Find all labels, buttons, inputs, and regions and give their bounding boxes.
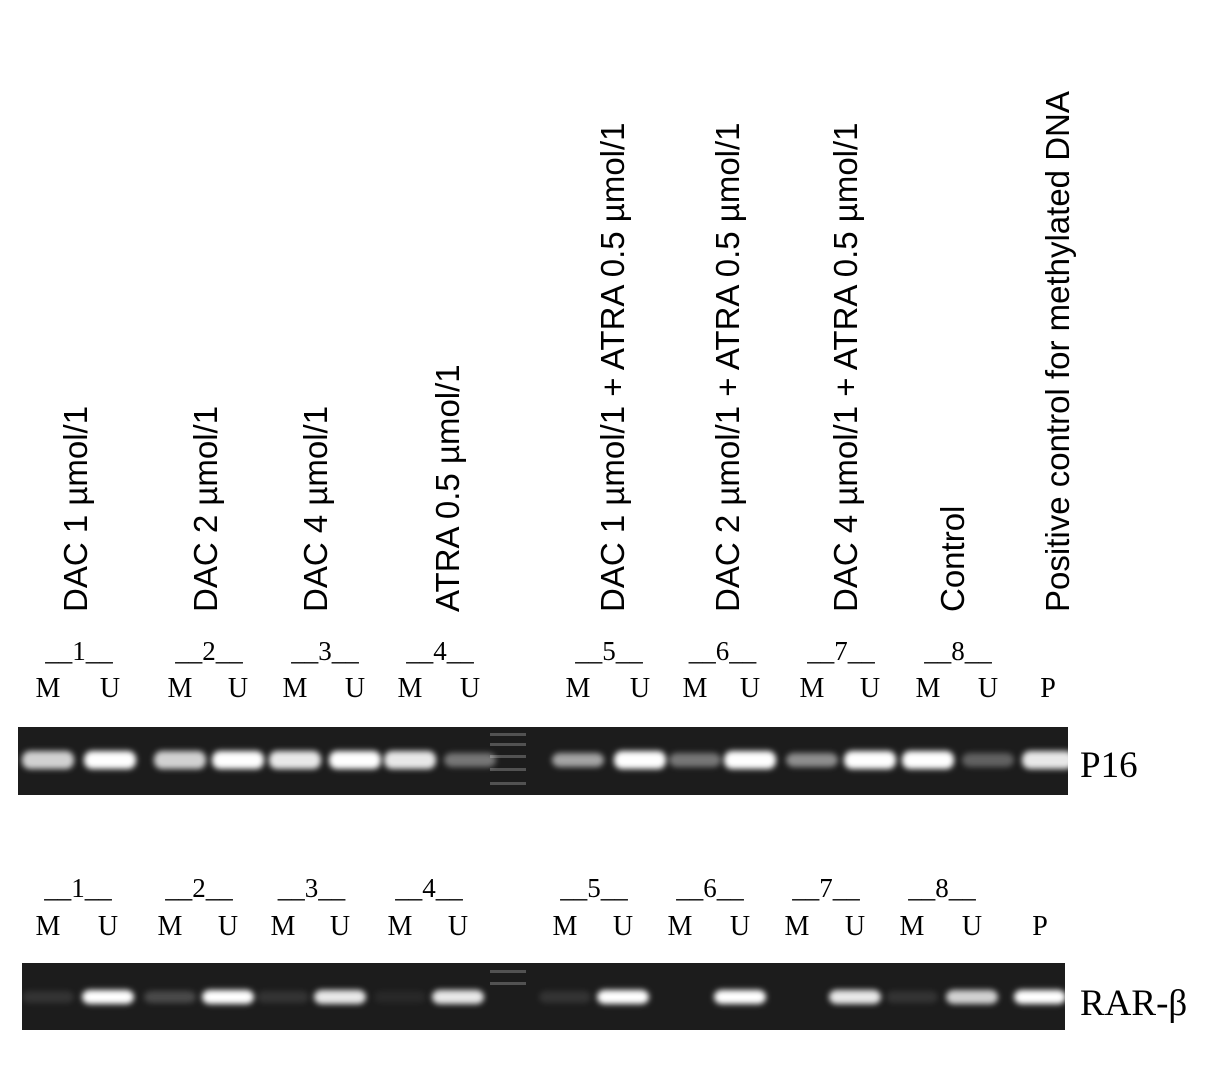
lane-label: U [962, 911, 982, 942]
lane-label: M [683, 673, 708, 704]
group-label: __5__ [574, 636, 643, 666]
lane-label: M [168, 673, 193, 704]
condition-label: DAC 2 µmol/1 [187, 406, 224, 612]
band [22, 991, 74, 1003]
band [786, 753, 838, 767]
lane-label: M [900, 911, 925, 942]
condition-label: DAC 4 µmol/1 [297, 406, 334, 612]
group-label: __5__ [559, 873, 628, 903]
lane-label: U [100, 673, 120, 704]
band [22, 751, 74, 769]
lane-label: U [845, 911, 865, 942]
group-label: __6__ [688, 636, 757, 666]
band [886, 991, 938, 1003]
band [1022, 751, 1074, 769]
lane-label: M [800, 673, 825, 704]
lane-label: M [283, 673, 308, 704]
lane-label: M [916, 673, 941, 704]
lane-label: U [978, 673, 998, 704]
lane-label: U [218, 911, 238, 942]
lane-label: M [553, 911, 578, 942]
band [669, 753, 721, 767]
lane-label: M [36, 911, 61, 942]
condition-label: DAC 2 µmol/1 + ATRA 0.5 µmol/1 [709, 122, 746, 612]
gel-label: RAR-β [1080, 983, 1187, 1024]
condition-label: ATRA 0.5 µmol/1 [429, 364, 466, 612]
group-label: __7__ [791, 873, 860, 903]
lane-label: U [860, 673, 880, 704]
lane-label: U [448, 911, 468, 942]
band [962, 753, 1014, 767]
band [257, 991, 309, 1003]
condition-label: DAC 1 µmol/1 [57, 406, 94, 612]
band [829, 990, 881, 1004]
band [84, 751, 136, 769]
lane-label: U [228, 673, 248, 704]
condition-label: Positive control for methylated DNA [1039, 91, 1076, 612]
group-label: __1__ [44, 636, 113, 666]
lane-label: U [630, 673, 650, 704]
group-label: __4__ [405, 636, 474, 666]
band [314, 990, 366, 1004]
band [384, 751, 436, 769]
condition-label: Control [934, 506, 971, 612]
band [902, 751, 954, 769]
band [714, 990, 766, 1004]
band [597, 990, 649, 1004]
group-label: __6__ [675, 873, 744, 903]
band [202, 990, 254, 1004]
band [374, 991, 426, 1003]
lane-label: U [730, 911, 750, 942]
lane-label: U [740, 673, 760, 704]
lane-label: P [1032, 911, 1048, 942]
group-label: __8__ [923, 636, 992, 666]
group-label: __2__ [174, 636, 243, 666]
group-label: __2__ [164, 873, 233, 903]
group-label: __3__ [290, 636, 359, 666]
group-label: __8__ [907, 873, 976, 903]
band [1014, 990, 1066, 1004]
condition-label: DAC 1 µmol/1 + ATRA 0.5 µmol/1 [594, 122, 631, 612]
condition-label: DAC 4 µmol/1 + ATRA 0.5 µmol/1 [827, 122, 864, 612]
lane-label: P [1040, 673, 1056, 704]
lane-label: U [98, 911, 118, 942]
band [82, 990, 134, 1004]
band [269, 751, 321, 769]
band [144, 991, 196, 1003]
band [552, 753, 604, 767]
band [329, 751, 381, 769]
lane-label: U [330, 911, 350, 942]
band [444, 753, 496, 767]
lane-label: M [398, 673, 423, 704]
band [432, 990, 484, 1004]
lane-label: M [668, 911, 693, 942]
band [212, 751, 264, 769]
lane-label: U [460, 673, 480, 704]
band [946, 990, 998, 1004]
lane-label: M [271, 911, 296, 942]
group-label: __1__ [43, 873, 112, 903]
band [614, 751, 666, 769]
ladder [490, 733, 526, 985]
group-label: __7__ [806, 636, 875, 666]
lane-label: U [613, 911, 633, 942]
band [844, 751, 896, 769]
band [539, 991, 591, 1003]
band [154, 751, 206, 769]
lane-label: M [158, 911, 183, 942]
lane-label: M [36, 673, 61, 704]
lane-label: M [566, 673, 591, 704]
lane-label: M [785, 911, 810, 942]
gel-label: P16 [1080, 745, 1138, 786]
lane-label: U [345, 673, 365, 704]
group-label: __4__ [394, 873, 463, 903]
band [724, 751, 776, 769]
lane-label: M [388, 911, 413, 942]
group-label: __3__ [277, 873, 346, 903]
